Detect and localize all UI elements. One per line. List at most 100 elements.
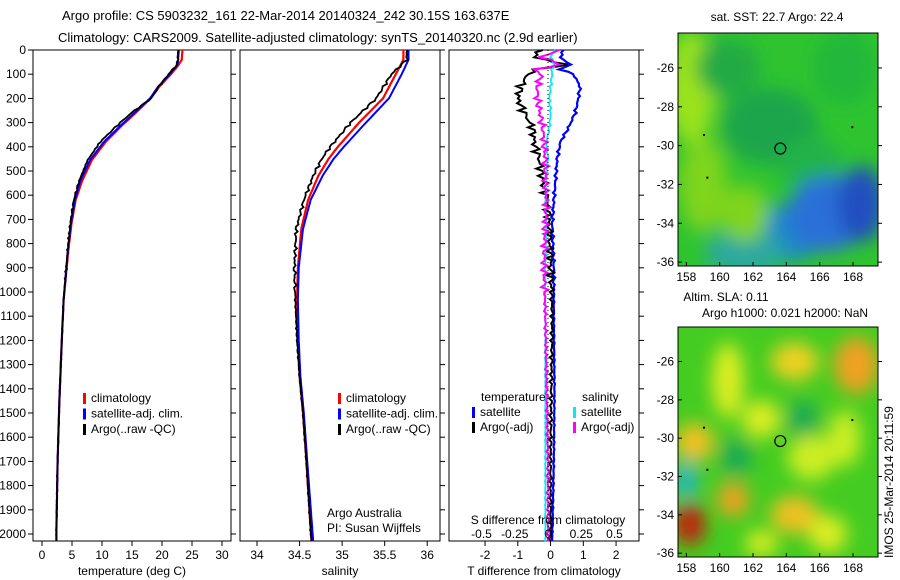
legend-entry-swatch [83, 424, 86, 435]
legend-entry-swatch [573, 407, 576, 418]
y-tick-label: 1200 [0, 333, 26, 347]
y-tick-label: 1500 [0, 406, 26, 420]
series-line-temperature-argo-adj- [513, 49, 569, 542]
series-line-salinity-argo-adj- [531, 49, 562, 542]
heatmap-cell [678, 461, 696, 500]
y-tick-label: 1400 [0, 382, 26, 396]
heatmap-cell [742, 400, 781, 438]
map-title: sat. SST: 22.7 Argo: 22.4 [711, 10, 844, 24]
sla-map-panel: 158 160 162 164 166 168 -26 -28 -30 -32 -34 -36 Alti… [657, 290, 882, 575]
legend-entry: satellite-adj. clim. [346, 407, 438, 421]
map-title: Altim. SLA: 0.11 [683, 290, 768, 304]
x-tick-label: 0 [547, 548, 554, 562]
legend-entry: Argo(-adj) [480, 420, 533, 434]
y-tick-label: 200 [6, 91, 26, 105]
x-axis-label: temperature (deg C) [78, 564, 186, 578]
heatmap [678, 33, 878, 266]
legend-entry-swatch [338, 424, 341, 435]
heatmap-cell [770, 495, 819, 534]
legend-entry: Argo(..raw -QC) [91, 422, 176, 436]
heatmap-cell [679, 136, 727, 232]
series-line-temperature-satellite [549, 49, 583, 542]
heatmap-cell [787, 434, 836, 481]
y-tick-label: 900 [6, 261, 26, 275]
temperature-panel: 0 5 10 15 20 25 30 temperature (deg C) 0 100 200 30… [0, 43, 236, 578]
x-tick-label: 164 [776, 561, 796, 575]
legend-entry-swatch [338, 408, 341, 420]
y-tick-label: -32 [657, 470, 675, 484]
y-tick-label: 1600 [0, 430, 26, 444]
argo-position-marker [774, 434, 787, 448]
x-tick-label: 160 [710, 270, 730, 284]
legend-entry: climatology [91, 391, 151, 405]
y-tick-label: 1900 [0, 503, 26, 517]
legend-entry: Argo(..raw -QC) [346, 422, 431, 436]
x-tick-label: 158 [676, 561, 696, 575]
heatmap-cell [833, 336, 878, 394]
y-tick-label: -36 [657, 255, 675, 269]
x-axis-label: salinity [322, 564, 359, 578]
plot-frame [239, 49, 441, 542]
y-tick-label: 500 [6, 164, 26, 178]
float-marker [851, 126, 854, 129]
heatmap-blobs [678, 33, 878, 266]
sst-map-panel: 158 160 162 164 166 168 -26 -28 -30 -32 -34 -36 sat.… [657, 10, 882, 284]
x-tick-label: 5 [69, 548, 76, 562]
series-line-satellite-adj-clim- [296, 50, 410, 542]
legend-entry-swatch [338, 393, 341, 404]
float-marker [851, 419, 854, 421]
heatmap-cell [712, 342, 744, 419]
y-tick-label: -28 [657, 393, 675, 407]
y-tick-label: 0 [19, 43, 26, 57]
y-tick-label: 1700 [0, 454, 26, 468]
x-tick-label: 162 [743, 270, 763, 284]
top-tick-label: 0.25 [570, 527, 594, 541]
y-tick-label: 600 [6, 188, 26, 202]
x-tick-label: 25 [185, 548, 199, 562]
y-tick-label: -34 [657, 216, 675, 230]
x-tick-label: 20 [155, 548, 169, 562]
legend-entry: satellite [581, 405, 622, 419]
legend-entry-swatch [83, 393, 86, 404]
heatmap-cell [812, 33, 877, 106]
map-frame [677, 32, 879, 267]
x-tick-label: 0 [39, 548, 46, 562]
heatmap-cell [808, 515, 848, 553]
top-tick-label: 0.5 [606, 527, 623, 541]
heatmap-cell [720, 438, 753, 477]
x-tick-label: 166 [810, 561, 830, 575]
heatmap-cell [837, 165, 878, 242]
series-line-argo-raw-qc- [292, 49, 410, 542]
y-tick-label: 1300 [0, 358, 26, 372]
x-tick-label: 35 [335, 548, 349, 562]
heatmap-blobs [678, 336, 878, 557]
top-tick-label: -0.25 [501, 527, 529, 541]
x-tick-label: 168 [843, 270, 863, 284]
legend-entry-swatch [472, 407, 475, 418]
figure-title-line1: Argo profile: CS 5903232_161 22-Mar-2014… [62, 8, 510, 23]
x-tick-label: 35.5 [373, 548, 397, 562]
x-tick-label: 34.5 [288, 548, 312, 562]
heatmap-cell [704, 229, 785, 266]
heatmap-cell [787, 400, 819, 438]
y-tick-label: 800 [6, 237, 26, 251]
heatmap-cell [678, 503, 706, 546]
legend-entry: climatology [346, 391, 406, 405]
top-tick-label: 0 [545, 527, 552, 541]
x-tick-label: 34 [250, 548, 264, 562]
y-tick-label: 1100 [0, 309, 26, 323]
heatmap-cell [717, 482, 749, 517]
y-tick-label: 1800 [0, 479, 26, 493]
heatmap-cell [770, 342, 819, 381]
y-tick-label: -34 [657, 508, 675, 522]
x-tick-label: 164 [776, 270, 796, 284]
legend-header-salinity: salinity [582, 390, 619, 404]
heatmap-cell [828, 409, 861, 467]
x-tick-label: 168 [843, 561, 863, 575]
heatmap-cell [696, 39, 760, 97]
y-tick-label: -26 [657, 355, 675, 369]
x-tick-label: -1 [512, 548, 523, 562]
x-tick-label: 2 [613, 548, 620, 562]
y-tick-label: -36 [657, 546, 675, 560]
